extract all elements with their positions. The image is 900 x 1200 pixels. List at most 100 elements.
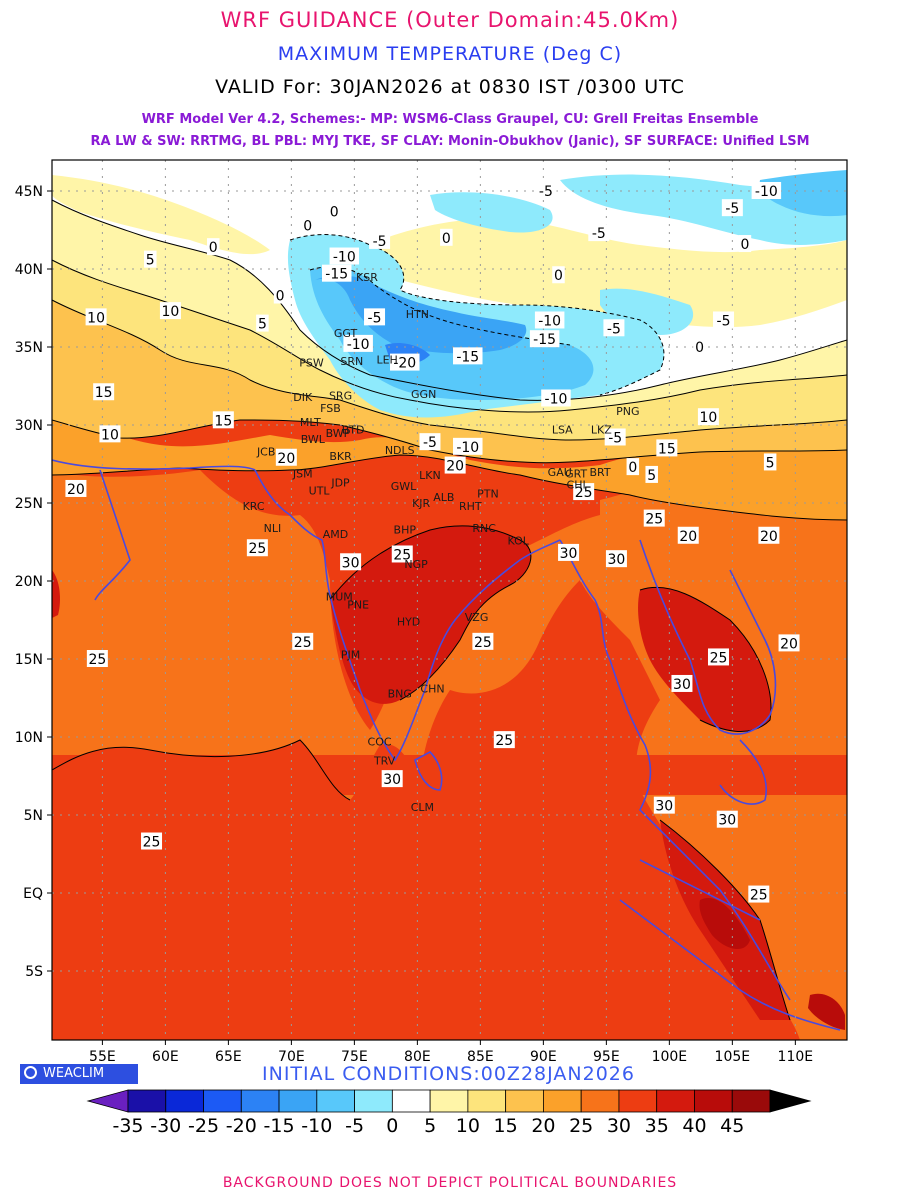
lon-label: 105E — [715, 1049, 751, 1065]
contour-label: -5 — [717, 313, 731, 329]
contour-label: 25 — [575, 485, 593, 501]
contour-label-box — [748, 885, 770, 903]
contour-label-box — [738, 235, 752, 253]
contour-label-box — [86, 650, 108, 667]
legend-label: 5 — [424, 1115, 436, 1137]
contour-label-box — [329, 247, 360, 265]
contour-label: -15 — [533, 332, 556, 348]
contour-label: 30 — [718, 813, 736, 829]
lon-label: 85E — [467, 1049, 494, 1065]
legend-underflow-triangle — [86, 1089, 129, 1113]
contour-label-box — [778, 634, 800, 652]
contour-label-box — [364, 308, 386, 326]
contour-label: 5 — [766, 455, 775, 471]
contour-label: 30 — [383, 772, 401, 788]
legend-label: 45 — [720, 1115, 744, 1137]
city-label: MLT — [300, 416, 321, 429]
color-legend: -35 -30 -25 -20 -15 -10 -5 0 5 10 15 20 25 30 35 40 45 — [86, 1089, 812, 1137]
city-label: SRG — [329, 389, 352, 402]
city-label: JCB — [256, 446, 275, 459]
lon-label: 70E — [278, 1049, 305, 1065]
lon-label: 60E — [152, 1049, 179, 1065]
contour-label: 0 — [303, 218, 312, 234]
city-label: MUM — [326, 591, 353, 604]
contour-label: 25 — [294, 635, 312, 651]
contour-label-box — [751, 182, 782, 199]
fill-indochina-core — [638, 587, 771, 732]
contour-label-box — [605, 550, 627, 568]
fill-5-band — [52, 200, 847, 412]
city-label: NLI — [264, 522, 282, 535]
contour-label: 25 — [143, 835, 161, 851]
contour-label: 10 — [162, 304, 180, 320]
city-label: NGP — [404, 558, 428, 571]
contour-label-box — [85, 308, 107, 326]
legend-swatch — [618, 1089, 658, 1113]
contour-label: 15 — [658, 441, 676, 457]
legend-swatch — [656, 1089, 695, 1113]
legend-swatch — [580, 1089, 620, 1113]
contour-label: 20 — [446, 459, 464, 475]
legend-swatch — [354, 1089, 393, 1113]
city-label: BRT — [590, 466, 611, 479]
contour-label: 0 — [554, 268, 563, 284]
city-label: KRC — [243, 500, 265, 513]
contour-label: 5 — [146, 253, 155, 269]
contour-label: -10 — [333, 250, 356, 266]
lat-label: EQ — [23, 886, 43, 902]
city-label: GGN — [411, 388, 436, 401]
city-label: CHN — [420, 683, 444, 696]
initial-conditions: INITIAL CONDITIONS:00Z28JAN2026 — [262, 1063, 635, 1085]
legend-swatch — [391, 1089, 431, 1113]
weaclim-logo: WEACLIM — [20, 1064, 138, 1084]
contour-label-box — [626, 458, 640, 476]
contour-label-box — [246, 539, 268, 557]
lon-label: 95E — [593, 1049, 620, 1065]
contour-label: -10 — [545, 391, 568, 407]
contour-label-box — [552, 266, 565, 284]
contour-label-box — [321, 264, 352, 282]
legend-label: 20 — [531, 1115, 555, 1137]
contour-label: -5 — [607, 321, 621, 337]
contour-label: 25 — [750, 888, 768, 904]
contour-label: 20 — [760, 529, 778, 545]
fill-minus15-band — [315, 275, 527, 354]
fill-15-band — [52, 300, 847, 463]
city-label: BTD — [342, 424, 365, 437]
contour-label-box — [534, 311, 565, 329]
legend-label: -35 — [112, 1115, 143, 1137]
contour-label: 0 — [695, 340, 704, 356]
legend-swatch — [278, 1089, 318, 1113]
contour-label-box — [144, 250, 157, 268]
contour-label: -15 — [325, 267, 348, 283]
city-label: CLM — [411, 801, 434, 814]
city-label: PJM — [341, 648, 360, 661]
city-label: JSM — [292, 467, 313, 480]
legend-label: -25 — [188, 1115, 219, 1137]
contour-label: 10 — [101, 427, 119, 443]
contour-label-box — [707, 648, 729, 666]
city-label: PTN — [477, 488, 499, 501]
contour-label-box — [645, 465, 658, 483]
lon-label: 65E — [215, 1049, 242, 1065]
lat-label: 45N — [15, 184, 43, 200]
contour-label: -10 — [538, 313, 561, 329]
map-frame — [51, 159, 848, 1041]
legend-label: 35 — [645, 1115, 669, 1137]
lat-label: 5N — [24, 808, 43, 824]
contour-label-box — [656, 439, 678, 457]
contour-label-box — [343, 334, 373, 352]
longitude-labels: 55E 60E 65E 70E 75E 80E 85E 90E 95E 100E 105E 110E — [89, 1049, 813, 1065]
legend-swatch — [429, 1089, 469, 1113]
contour-label: 10 — [699, 410, 717, 426]
contour-label-box — [643, 509, 665, 527]
city-label: KOL — [507, 534, 529, 547]
lon-label: 100E — [652, 1049, 688, 1065]
contour-label-box — [677, 526, 699, 544]
legend-swatch — [467, 1089, 507, 1113]
contour-label: -10 — [347, 337, 370, 353]
contour-label-box — [212, 411, 234, 429]
contour-label-box — [604, 428, 626, 446]
city-label: BHP — [394, 524, 417, 537]
